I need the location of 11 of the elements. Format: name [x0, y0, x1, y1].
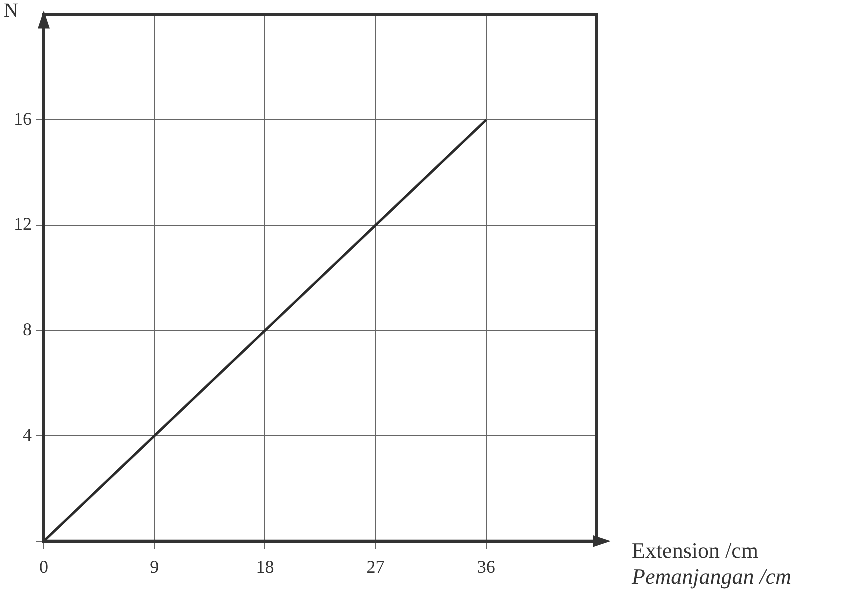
y-tick-label: 12 [14, 214, 32, 234]
y-axis-title: N [4, 0, 18, 23]
x-tick-label: 36 [477, 556, 496, 577]
x-tick-label: 0 [40, 556, 48, 577]
y-tick-label: 4 [23, 424, 32, 445]
x-tick-label: 27 [366, 556, 385, 577]
x-tick-label: 9 [150, 556, 160, 577]
y-tick-label: 16 [14, 108, 32, 129]
y-tick-label: 8 [23, 319, 32, 340]
x-tick-label: 18 [256, 556, 274, 577]
x-axis-title: Extension /cm Pemanjangan /cm [632, 538, 792, 590]
